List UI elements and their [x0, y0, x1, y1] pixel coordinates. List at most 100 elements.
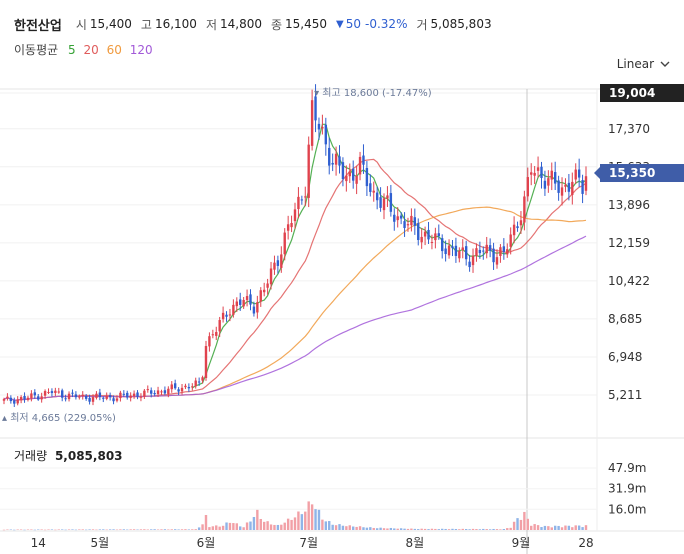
- scale-selector[interactable]: Linear: [617, 57, 670, 71]
- volume-bar: [173, 529, 177, 530]
- x-tick-label: 28: [578, 536, 593, 550]
- open-value: 15,400: [89, 17, 132, 31]
- volume-bar: [365, 527, 369, 530]
- candle-body: [139, 396, 143, 398]
- candle-body: [574, 169, 577, 180]
- volume-bar: [221, 525, 225, 530]
- volume-bar: [143, 529, 146, 530]
- volume-bar: [276, 524, 280, 530]
- volume-bar: [447, 529, 451, 530]
- volume-bar: [71, 529, 74, 530]
- candle-body: [365, 167, 369, 187]
- volume-bar: [194, 529, 197, 530]
- volume-bar: [328, 521, 331, 530]
- candle-body: [471, 255, 475, 266]
- volume-bar: [252, 516, 256, 530]
- high-label: 고: [140, 17, 152, 32]
- volume-bar: [256, 509, 259, 530]
- candle-body: [228, 314, 232, 316]
- candle-body: [369, 183, 372, 192]
- volume-bar: [475, 529, 478, 530]
- current-price-tag-pointer: [594, 167, 600, 180]
- volume-bar: [239, 526, 242, 530]
- volume-bar: [543, 525, 547, 530]
- volume-bar: [180, 529, 184, 530]
- candle-body: [451, 246, 454, 249]
- candle-body: [215, 332, 218, 336]
- candle-body: [375, 192, 379, 201]
- volume-bar: [47, 529, 50, 530]
- volume-bar: [352, 526, 355, 530]
- candle-body: [126, 392, 129, 398]
- volume-bar: [293, 517, 297, 530]
- volume-bar: [84, 529, 88, 531]
- volume-bar: [19, 529, 23, 530]
- moving-average-lines: [3, 123, 587, 401]
- volume-bar: [40, 529, 43, 530]
- candle-body: [280, 254, 283, 268]
- volume-label: 거래량: [14, 449, 48, 463]
- candle-body: [84, 395, 88, 399]
- volume-bar: [283, 522, 286, 530]
- x-tick-label: 14: [31, 536, 46, 550]
- volume-bar: [54, 529, 57, 531]
- volume-bar: [369, 527, 372, 530]
- candle-body: [543, 180, 547, 189]
- volume-bar: [567, 525, 571, 530]
- chart-axes: 17,37015,63313,89612,15910,4228,6856,948…: [31, 122, 650, 550]
- candle-body: [523, 196, 526, 223]
- change-percent: -0.32%: [365, 17, 408, 31]
- candle-body: [74, 394, 78, 398]
- candlestick-series: [2, 84, 588, 407]
- candle-body: [314, 96, 317, 121]
- candle-body: [478, 249, 482, 254]
- volume-bar: [574, 525, 577, 530]
- volume-bar: [406, 528, 410, 530]
- volume-bar: [191, 529, 194, 530]
- volume-bar: [300, 514, 304, 530]
- candle-body: [331, 162, 334, 165]
- candle-body: [9, 397, 13, 402]
- volume-bar: [266, 521, 269, 530]
- candle-body: [417, 223, 420, 241]
- volume-bar: [26, 529, 30, 530]
- candle-body: [495, 257, 499, 265]
- candle-body: [245, 296, 249, 301]
- volume-bar: [211, 526, 215, 530]
- volume-bar: [478, 529, 482, 530]
- volume-bar: [516, 518, 519, 530]
- price-tick-label: 5,211: [608, 388, 642, 402]
- candle-body: [30, 393, 33, 399]
- moving-average-legend: 이동평균 5 20 60 120: [14, 41, 159, 58]
- x-tick-label: 6월: [197, 536, 216, 550]
- volume-bar: [331, 524, 334, 530]
- volume-bar: [464, 529, 468, 530]
- candle-body: [413, 217, 417, 226]
- price-tick-label: 8,685: [608, 312, 642, 326]
- candle-body: [91, 397, 95, 402]
- volume-bar: [74, 529, 78, 531]
- volume-bar: [372, 527, 375, 530]
- candle-body: [71, 392, 74, 394]
- volume-bar: [458, 529, 461, 530]
- candle-body: [441, 238, 444, 252]
- candle-body: [386, 195, 389, 199]
- candle-body: [276, 260, 280, 266]
- candle-body: [550, 170, 553, 180]
- volume-bar: [523, 511, 526, 530]
- volume-bar: [441, 528, 444, 530]
- candle-body: [321, 126, 324, 129]
- candle-body: [112, 398, 115, 402]
- volume-bar: [492, 528, 495, 530]
- candle-body: [328, 147, 331, 166]
- volume-bar: [410, 528, 413, 530]
- volume-bar: [389, 527, 393, 530]
- candle-body: [540, 166, 543, 178]
- volume-bar: [420, 528, 423, 530]
- volume-bar: [506, 528, 509, 530]
- price-tick-label: 10,422: [608, 274, 650, 288]
- candle-body: [256, 302, 259, 313]
- candle-body: [286, 224, 290, 231]
- volume-bar: [297, 511, 300, 530]
